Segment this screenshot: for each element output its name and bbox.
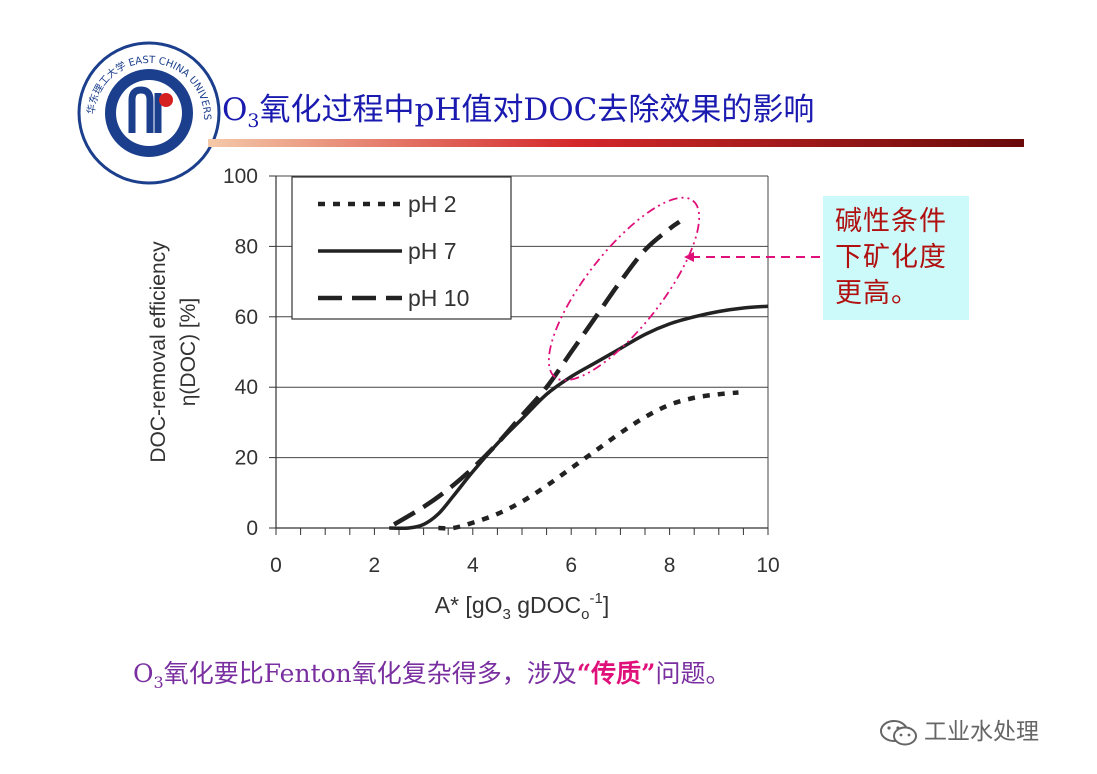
legend-label: pH 2 — [408, 191, 457, 217]
x-axis-label: A* [gO3 gDOCo-1] — [435, 590, 609, 623]
legend-label: pH 7 — [408, 238, 457, 264]
y-axis-label: DOC-removal efficiency — [147, 241, 170, 463]
callout-line-1: 碱性条件 — [835, 206, 947, 237]
watermark-text: 工业水处理 — [924, 719, 1039, 745]
series-ph-2 — [438, 390, 739, 531]
x-tick-label: 4 — [467, 554, 479, 577]
y-axis-label-unit: η(DOC) [%] — [177, 298, 200, 407]
legend: pH 2 pH 7 pH 10 — [291, 176, 512, 320]
watermark: 工业水处理 — [878, 712, 1039, 748]
caption-highlight: “传质” — [576, 659, 656, 688]
y-tick-label: 20 — [235, 447, 258, 470]
callout-box: 碱性条件 下矿化度 更高。 — [823, 196, 969, 320]
axes — [269, 175, 769, 535]
university-logo: 华东理工大学 EAST CHINA UNIVERSITY OF SCIENCE … — [74, 38, 221, 185]
y-tick-label: 100 — [223, 165, 258, 188]
x-tick-label: 8 — [664, 554, 676, 577]
x-tick-label: 6 — [565, 554, 577, 577]
x-tick-label: 0 — [270, 554, 282, 577]
callout-line-2: 下矿化度 — [835, 242, 947, 273]
callout-line-3: 更高。 — [835, 278, 919, 309]
y-tick-label: 80 — [235, 235, 258, 258]
title-divider — [208, 139, 1024, 147]
series-ph-7 — [389, 304, 769, 531]
caption: O3氧化要比Fenton氧化复杂得多，涉及“传质”问题。 — [133, 659, 731, 692]
highlight-ellipse — [547, 196, 701, 382]
y-tick-label: 40 — [235, 376, 258, 399]
callout-arrow — [684, 252, 820, 262]
page-title: O3氧化过程中pH值对DOC去除效果的影响 — [222, 92, 815, 133]
series-ph-10 — [392, 219, 681, 527]
series-lines — [389, 219, 769, 531]
wechat-icon — [880, 719, 917, 745]
legend-label: pH 10 — [408, 285, 469, 311]
y-tick-label: 60 — [235, 306, 258, 329]
y-tick-label: 0 — [246, 517, 258, 540]
x-tick-label: 2 — [369, 554, 381, 577]
x-tick-label: 10 — [756, 554, 779, 577]
